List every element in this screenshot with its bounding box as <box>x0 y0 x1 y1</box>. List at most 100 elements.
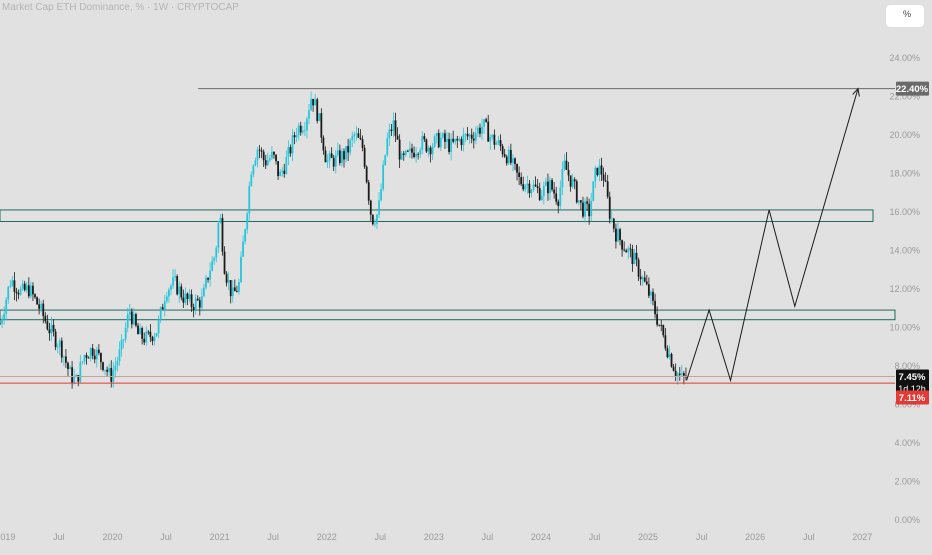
candle-body <box>52 324 55 332</box>
candle-body <box>477 127 479 134</box>
candle-body <box>332 157 335 167</box>
candle-body <box>645 281 648 285</box>
candle-body <box>58 340 61 347</box>
candle-body <box>483 119 485 127</box>
x-tick-label: 2026 <box>745 532 765 542</box>
candle-body <box>172 277 174 286</box>
y-tick-label: 14.00% <box>889 245 920 255</box>
candle-body <box>62 356 65 358</box>
candle-body <box>81 361 84 363</box>
percent-scale-button[interactable]: % <box>886 5 924 27</box>
candle-body <box>163 301 166 310</box>
candle-body <box>104 369 106 371</box>
candle-body <box>376 214 378 224</box>
candle-body <box>67 362 69 369</box>
candle-body <box>334 155 337 167</box>
candle-body <box>559 187 562 206</box>
candle-body <box>433 136 436 147</box>
candle-body <box>139 327 141 335</box>
candle-body <box>598 165 601 176</box>
candle-body <box>48 329 51 334</box>
candle-body <box>400 153 403 160</box>
candle-body <box>549 180 551 194</box>
candle-body <box>658 324 661 326</box>
y-tick-label: 12.00% <box>889 284 920 294</box>
x-tick-label: Jul <box>482 532 494 542</box>
candle-body <box>660 325 663 326</box>
candle-body <box>365 166 368 183</box>
candle-body <box>588 203 591 217</box>
candle-body <box>674 370 677 377</box>
candle-body <box>402 153 405 155</box>
candle-body <box>190 294 193 307</box>
candle-body <box>176 276 179 295</box>
candle-body <box>474 133 477 141</box>
candle-body <box>306 118 308 131</box>
candle-body <box>227 280 230 283</box>
candle-body <box>316 99 319 121</box>
candle-body <box>650 291 652 296</box>
candle-body <box>279 171 282 177</box>
candle-body <box>147 331 150 333</box>
candle-body <box>314 99 317 106</box>
candle-body <box>73 376 76 383</box>
candle-body <box>108 368 111 372</box>
x-tick-label: 2025 <box>638 532 658 542</box>
candle-body <box>606 181 609 197</box>
candle-body <box>635 252 638 260</box>
candle-body <box>246 213 249 230</box>
candle-body <box>374 223 376 225</box>
candle-body <box>343 151 345 160</box>
candle-body <box>456 138 459 141</box>
candle-body <box>470 134 473 139</box>
candle-body <box>79 362 82 382</box>
candle-body <box>301 130 304 133</box>
candle-body <box>194 298 197 311</box>
candle-body <box>378 200 380 215</box>
candle-body <box>21 283 24 289</box>
candle-body <box>60 340 63 358</box>
candle-body <box>421 136 424 150</box>
candle-body <box>409 148 411 152</box>
candle-body <box>380 189 382 201</box>
candle-body <box>54 331 57 348</box>
candle-body <box>32 285 34 295</box>
candle-body <box>460 139 463 146</box>
candle-body <box>532 184 535 191</box>
candle-body <box>165 296 168 302</box>
candle-body <box>13 280 16 292</box>
candle-body <box>390 129 393 131</box>
candle-body <box>338 150 341 163</box>
candle-body <box>355 133 358 135</box>
candle-body <box>38 304 41 309</box>
candle-body <box>468 134 471 137</box>
candle-body <box>330 153 333 158</box>
candle-body <box>345 146 347 160</box>
candle-body <box>524 185 527 190</box>
candle-body <box>15 291 18 294</box>
candle-body <box>89 348 92 359</box>
candle-body <box>312 98 315 106</box>
candle-body <box>128 311 131 315</box>
candle-body <box>244 229 247 242</box>
candle-body <box>540 196 543 200</box>
candle-body <box>371 214 374 225</box>
candle-body <box>561 169 564 188</box>
candle-body <box>406 150 409 152</box>
candle-body <box>132 314 135 325</box>
candle-body <box>126 314 129 328</box>
candle-body <box>351 136 354 141</box>
candle-body <box>209 270 212 280</box>
candle-body <box>590 200 593 217</box>
candle-body <box>336 150 339 156</box>
candle-body <box>328 153 331 161</box>
candle-body <box>137 325 139 335</box>
candle-body <box>235 291 238 292</box>
candle-body <box>213 257 216 261</box>
candle-body <box>592 181 595 201</box>
candle-body <box>615 228 617 242</box>
candle-body <box>536 186 539 188</box>
candle-body <box>530 190 533 194</box>
